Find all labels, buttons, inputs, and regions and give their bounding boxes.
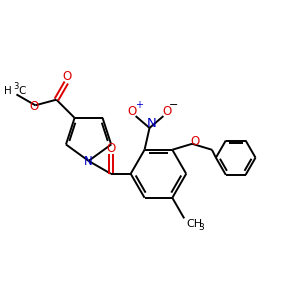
- Text: H: H: [4, 86, 11, 96]
- Text: O: O: [190, 135, 200, 148]
- Text: +: +: [135, 100, 142, 110]
- Text: O: O: [30, 100, 39, 113]
- Text: O: O: [163, 105, 172, 118]
- Text: −: −: [169, 100, 178, 110]
- Text: O: O: [63, 70, 72, 83]
- Text: N: N: [84, 155, 93, 168]
- Text: 3: 3: [14, 82, 19, 91]
- Text: N: N: [147, 116, 156, 130]
- Text: C: C: [18, 86, 26, 96]
- Text: CH: CH: [186, 219, 202, 229]
- Text: O: O: [127, 105, 136, 118]
- Text: O: O: [106, 142, 116, 154]
- Text: 3: 3: [198, 223, 204, 232]
